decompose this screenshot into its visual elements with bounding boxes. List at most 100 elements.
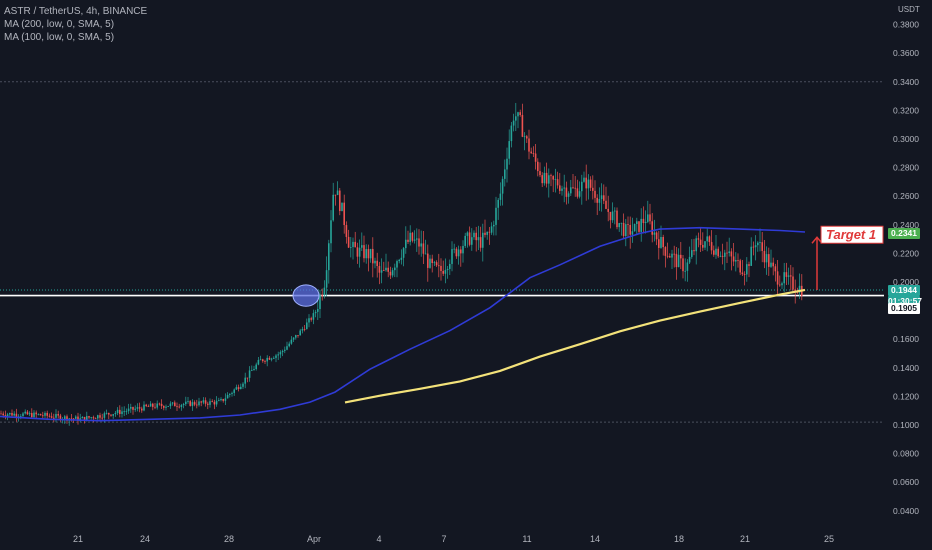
candle-body [325,270,328,288]
y-tick-label: 0.3800 [893,20,919,30]
candle-body [691,250,693,257]
current-price-tag: 0.1944 [888,284,920,296]
candle-body [248,370,251,378]
candle-body [341,202,343,212]
candle-body [598,199,601,203]
candle-body [266,357,268,362]
candle-body [332,194,334,221]
candle-body [717,248,719,257]
candle-body [768,254,770,267]
candle-body [9,413,11,415]
candle-body [37,414,40,415]
y-tick-label: 0.0600 [893,477,919,487]
candle-body [442,271,444,274]
candle-body [752,246,755,248]
candle-body [517,112,519,117]
candle-body [587,179,590,189]
candle-body [132,407,134,410]
candle-body [787,275,790,277]
candle-body [369,248,372,259]
candle-body [673,253,675,255]
candle-body [704,241,706,248]
candle-body [211,401,213,403]
candle-body [290,339,293,344]
candle-body [185,401,187,405]
candle-body [523,136,526,138]
y-tick-label: 0.1200 [893,391,919,401]
candle-body [739,260,741,273]
candle-body [699,239,702,245]
candle-body [750,246,752,266]
candle-body [537,161,539,172]
candle-body [633,223,636,232]
candle-body [389,271,392,276]
candle-body [757,242,759,246]
candle-body [660,236,662,248]
candle-body [706,236,708,242]
candle-body [730,251,733,257]
candle-body [339,190,341,212]
candle-body [154,406,156,408]
candle-body [319,294,321,310]
candle-body [226,394,229,399]
candle-body [453,248,455,250]
candle-body [609,211,612,221]
candle-body [321,294,323,296]
candle-body [277,354,279,356]
candle-body [202,400,205,403]
candle-body [433,262,436,264]
candle-body [165,406,167,408]
candle-body [44,412,46,416]
y-tick-label: 0.2200 [893,248,919,258]
candle-body [713,250,715,255]
candle-body [28,413,31,415]
candle-body [504,169,506,179]
candle-body [138,407,141,409]
candle-body [493,224,495,227]
candle-body [688,256,691,263]
candle-body [541,175,543,184]
candle-body [2,413,4,416]
candle-body [526,136,528,139]
candle-body [460,249,462,254]
candle-body [158,403,161,405]
candle-body [0,413,2,415]
candle-body [605,200,607,209]
candle-body [105,412,108,414]
candle-body [629,224,631,235]
candle-body [506,158,508,170]
candle-body [759,242,761,244]
candle-body [347,236,350,248]
candle-body [343,202,345,226]
candle-body [501,178,504,194]
candle-body [77,416,79,422]
candle-body [167,406,169,407]
candle-body [715,248,717,255]
candle-body [746,264,748,275]
candle-body [70,418,73,420]
candle-body [556,179,559,186]
candle-body [20,416,22,417]
legend-ma200: MA (200, low, 0, SMA, 5) [4,19,115,30]
candle-body [182,404,185,406]
candle-body [398,259,400,262]
candle-body [64,416,66,420]
candle-body [693,250,695,252]
candle-body [697,238,700,240]
candle-body [710,242,713,251]
candle-body [152,403,154,407]
arrowhead-icon [811,236,823,244]
candle-body [237,387,240,390]
candle-body [471,237,473,245]
candle-body [548,175,550,184]
candle-body [719,255,722,257]
candle-body [218,400,220,401]
candle-body [446,268,449,271]
candle-body [13,413,15,416]
x-tick-label: 21 [73,534,83,544]
candle-body [196,404,198,406]
candle-body [479,237,482,248]
candle-body [600,195,603,200]
candle-body [407,239,409,242]
